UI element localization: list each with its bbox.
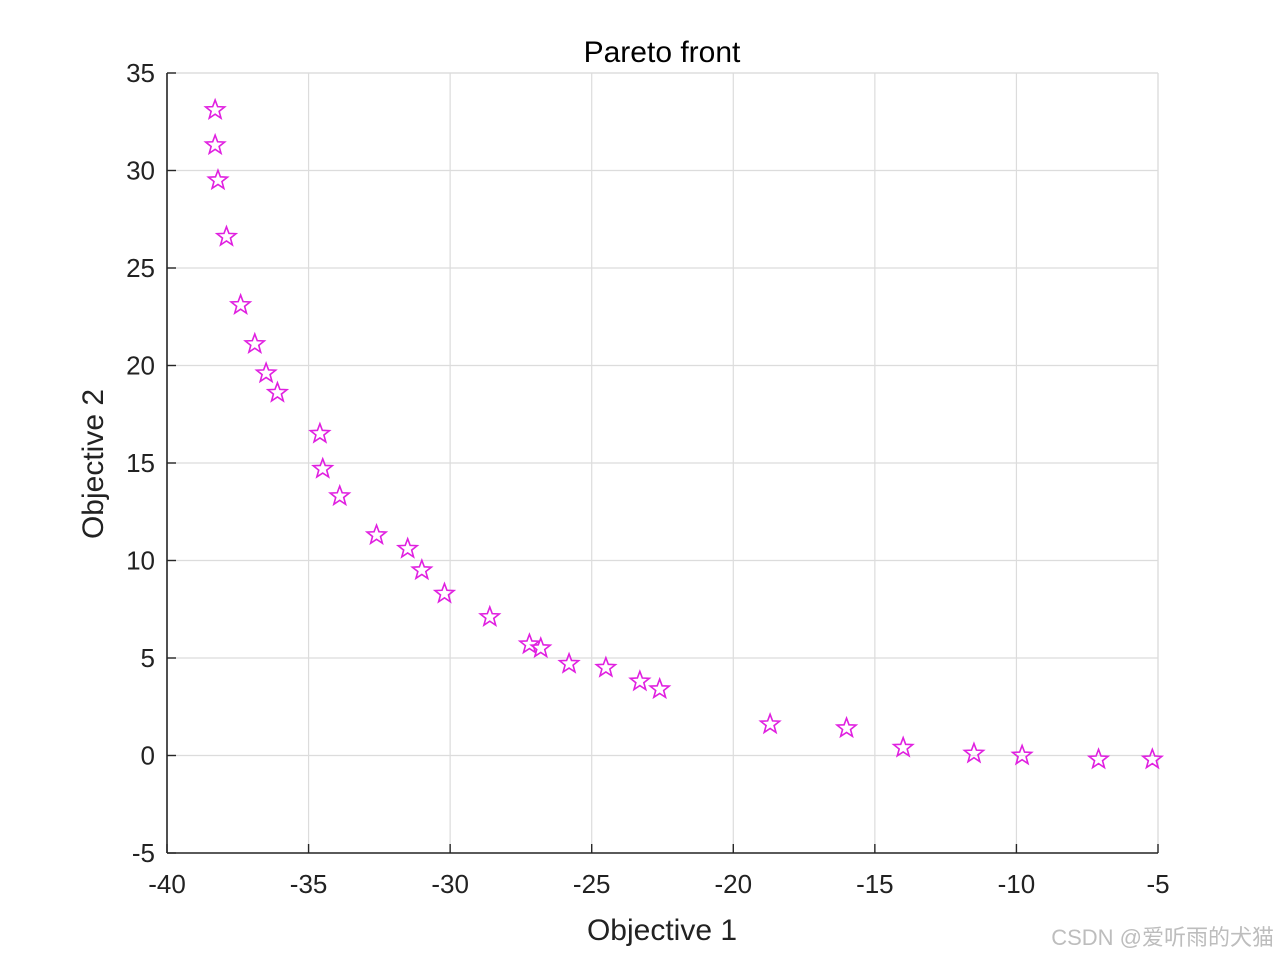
data-point-20 bbox=[628, 669, 652, 692]
y-tick-label-8: 35 bbox=[126, 58, 155, 88]
data-point-2 bbox=[206, 167, 230, 191]
data-point-22 bbox=[758, 712, 782, 735]
data-point-17 bbox=[529, 635, 553, 659]
data-point-18 bbox=[557, 651, 581, 674]
data-point-16 bbox=[517, 632, 542, 655]
watermark: CSDN @爱听雨的犬猫 bbox=[1051, 925, 1274, 950]
y-tick-label-6: 25 bbox=[126, 253, 155, 283]
data-point-1 bbox=[203, 132, 227, 156]
x-axis-label: Objective 1 bbox=[587, 914, 737, 947]
data-point-27 bbox=[1086, 747, 1111, 770]
data-point-21 bbox=[647, 676, 672, 700]
data-point-9 bbox=[311, 456, 335, 479]
x-tick-label-6: -10 bbox=[998, 869, 1036, 899]
x-tick-label-1: -35 bbox=[290, 869, 328, 899]
data-point-13 bbox=[410, 557, 434, 581]
x-tick-label-4: -20 bbox=[714, 869, 752, 899]
data-point-5 bbox=[243, 331, 267, 354]
y-axis-label: Objective 2 bbox=[77, 389, 110, 539]
x-tick-label-2: -30 bbox=[431, 869, 469, 899]
y-tick-label-4: 15 bbox=[126, 448, 155, 478]
data-point-19 bbox=[594, 655, 618, 678]
data-point-23 bbox=[834, 715, 859, 739]
y-tick-label-0: -5 bbox=[132, 838, 155, 868]
chart-title: Pareto front bbox=[584, 36, 741, 69]
data-point-15 bbox=[478, 604, 502, 627]
x-tick-label-3: -25 bbox=[573, 869, 611, 899]
grid bbox=[166, 72, 1159, 854]
data-point-7 bbox=[265, 380, 290, 403]
y-tick-label-3: 10 bbox=[126, 546, 155, 576]
tick-labels: -40 -35 -30 -25 -20 -15 -10 -5 -5 0 5 10 15 20 25 30 35 bbox=[126, 58, 1169, 899]
axes bbox=[166, 72, 1159, 854]
y-tick-label-5: 20 bbox=[126, 351, 155, 381]
y-tick-label-2: 5 bbox=[141, 643, 155, 673]
data-point-4 bbox=[228, 292, 253, 315]
x-tick-label-5: -15 bbox=[856, 869, 894, 899]
y-tick-label-1: 0 bbox=[141, 741, 155, 771]
data-point-14 bbox=[432, 581, 457, 604]
data-point-26 bbox=[1010, 743, 1034, 766]
data-point-11 bbox=[364, 522, 389, 546]
data-point-3 bbox=[214, 224, 239, 247]
data-point-0 bbox=[203, 97, 227, 120]
data-point-28 bbox=[1140, 747, 1165, 770]
x-tick-label-0: -40 bbox=[148, 869, 186, 899]
data-point-6 bbox=[254, 361, 278, 384]
data-point-25 bbox=[962, 741, 986, 764]
data-point-24 bbox=[891, 735, 915, 758]
data-point-8 bbox=[308, 421, 332, 444]
data-point-12 bbox=[395, 536, 420, 559]
data-points bbox=[203, 97, 1165, 770]
data-point-10 bbox=[328, 483, 352, 507]
y-tick-label-7: 30 bbox=[126, 156, 155, 186]
x-tick-label-7: -5 bbox=[1146, 869, 1169, 899]
